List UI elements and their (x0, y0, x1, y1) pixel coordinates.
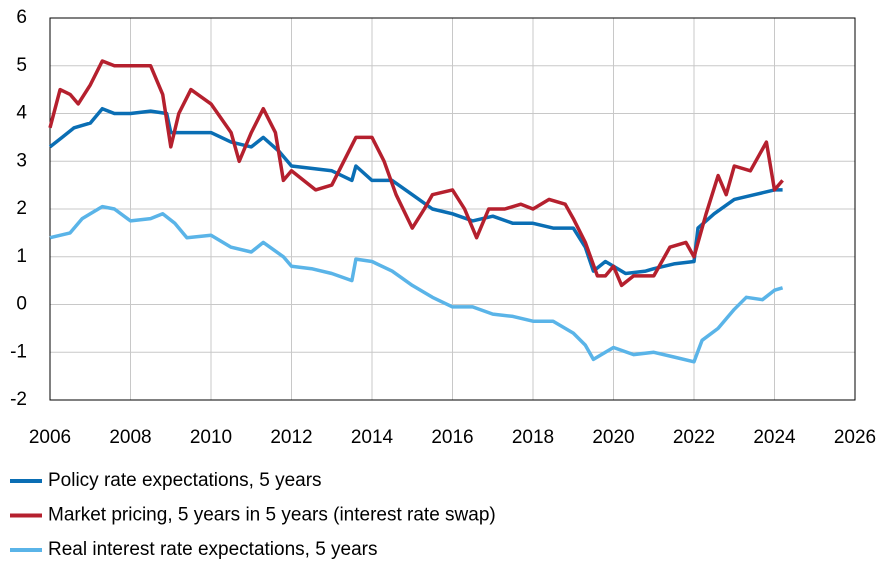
x-tick-label: 2012 (270, 427, 312, 448)
x-tick-label: 2014 (351, 427, 394, 448)
y-tick-label: 4 (16, 103, 27, 124)
series-line (49, 204, 784, 364)
x-tick-label: 2018 (512, 427, 554, 448)
y-tick-label: 2 (16, 198, 27, 219)
legend-label: Market pricing, 5 years in 5 years (inte… (48, 505, 496, 526)
series-line (48, 106, 783, 276)
x-tick-label: 2026 (834, 427, 876, 448)
series-line (48, 59, 784, 288)
legend-label: Real interest rate expectations, 5 years (48, 539, 378, 560)
plot-frame (49, 17, 856, 401)
x-tick-label: 2010 (190, 427, 232, 448)
x-tick-label: 2016 (431, 427, 473, 448)
y-tick-label: 0 (16, 294, 27, 315)
y-tick-label: -2 (10, 389, 27, 410)
y-tick-label: -1 (10, 341, 27, 362)
y-tick-label: 5 (16, 55, 27, 76)
x-tick-label: 2020 (592, 427, 634, 448)
x-tick-label: 2022 (673, 427, 715, 448)
x-tick-label: 2006 (29, 427, 71, 448)
x-tick-label: 2024 (753, 427, 796, 448)
x-tick-label: 2008 (109, 427, 151, 448)
y-tick-label: 1 (16, 246, 27, 267)
legend-label: Policy rate expectations, 5 years (48, 470, 322, 491)
y-tick-label: 6 (16, 7, 27, 28)
y-tick-label: 3 (16, 150, 27, 171)
